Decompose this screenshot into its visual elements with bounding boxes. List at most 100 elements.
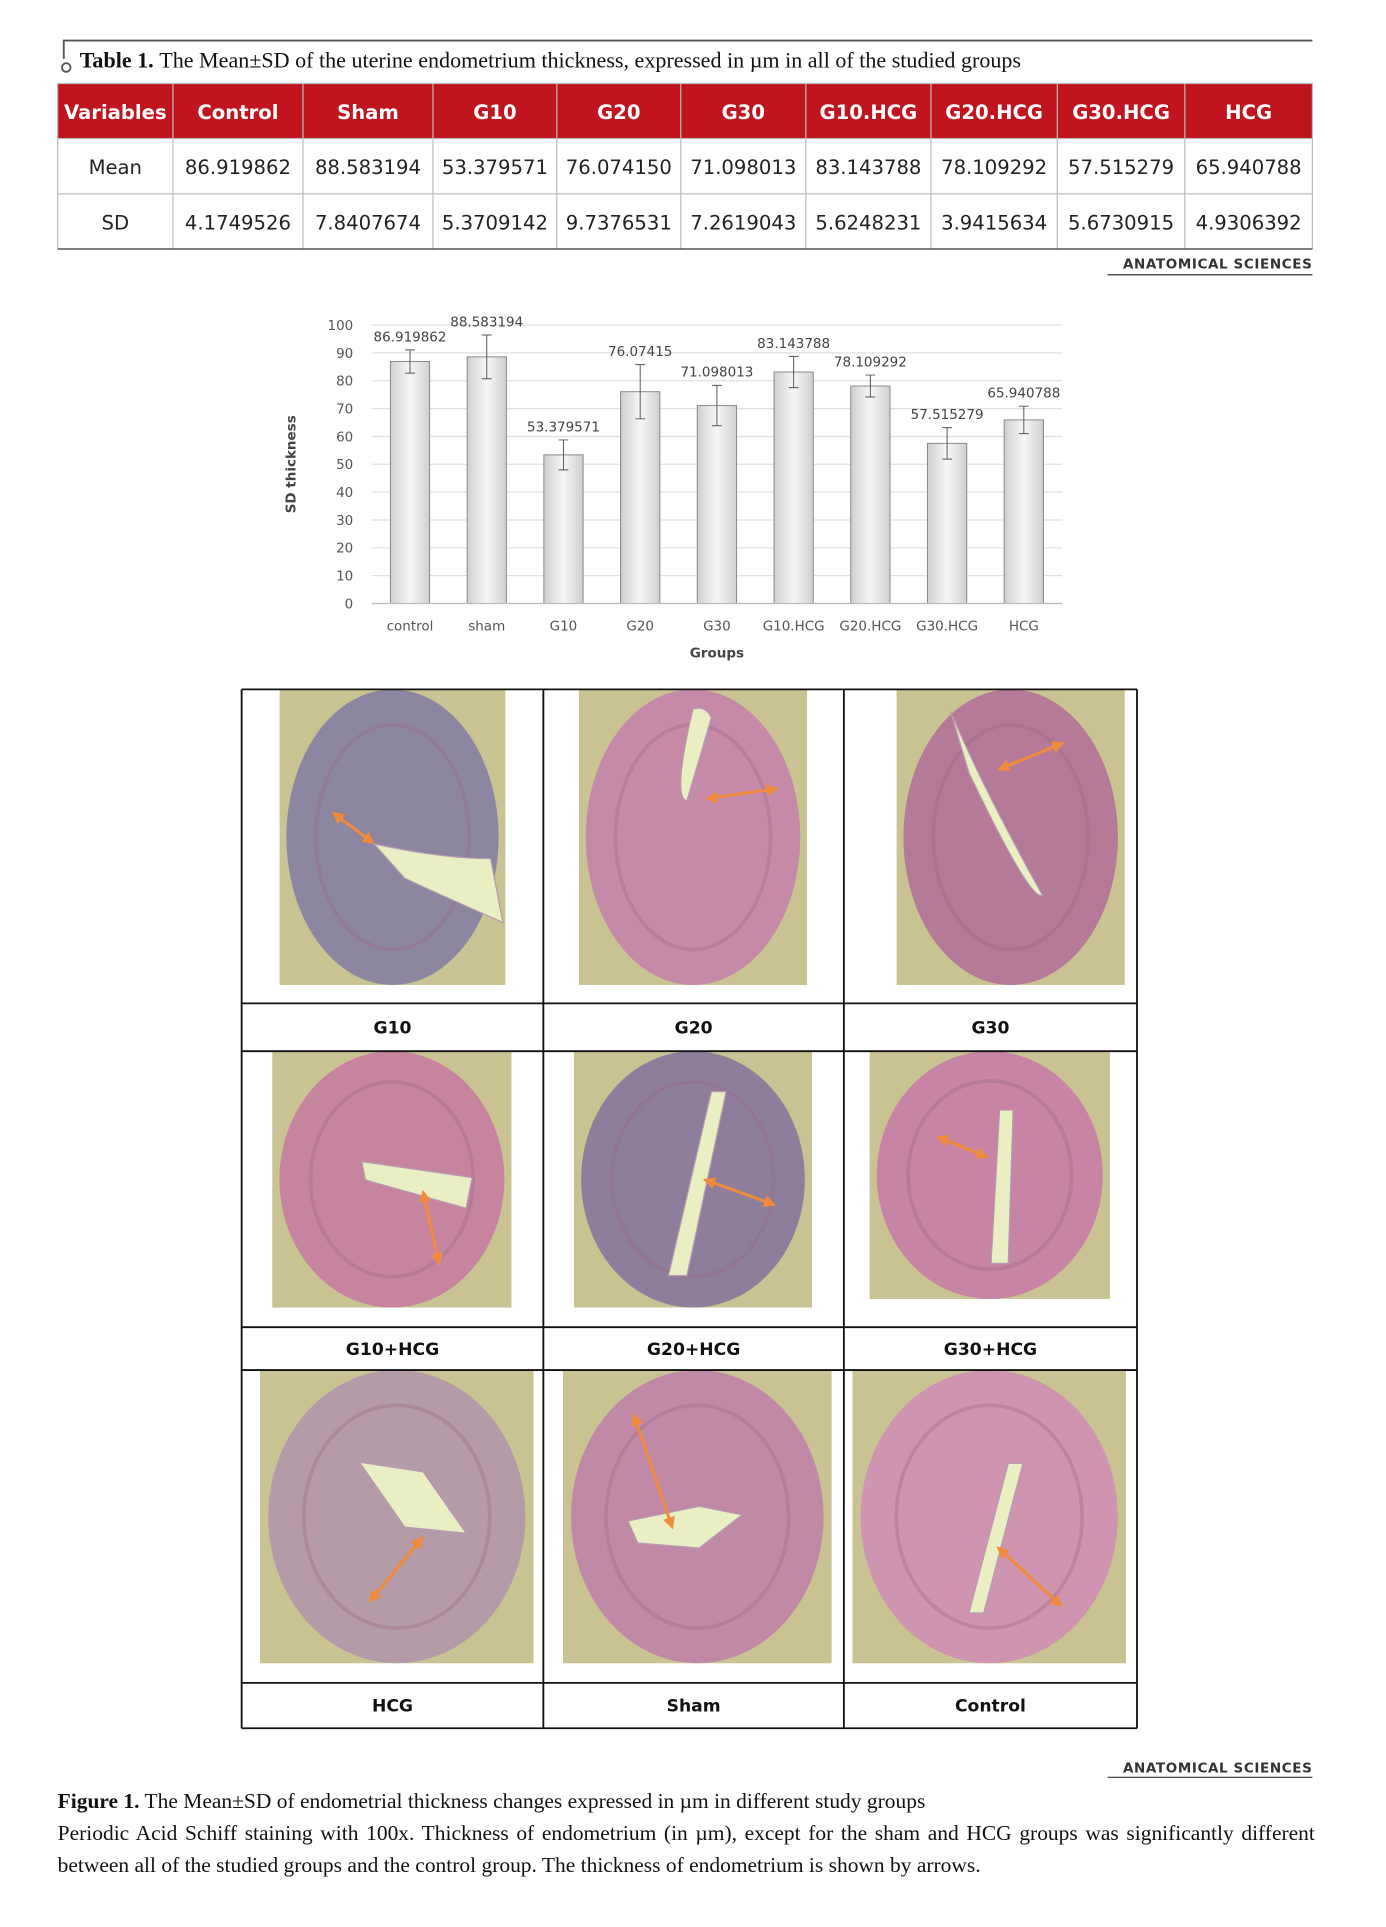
arrow: [936, 1135, 989, 1159]
table-caption: Table 1. The Mean±SD of the uterine endo…: [80, 48, 1021, 73]
lumen: [680, 707, 713, 802]
figure-title: The Mean±SD of endometrial thickness cha…: [144, 1788, 926, 1813]
y-tick-label: 20: [336, 541, 353, 557]
lumen: [990, 1109, 1014, 1265]
error-bar: [712, 384, 722, 427]
cell: 88.583194: [315, 156, 421, 179]
y-tick-label: 0: [345, 596, 354, 612]
panel-label: Control: [955, 1697, 1026, 1717]
bar: [850, 385, 891, 604]
bar: [773, 371, 814, 604]
cell: SD: [102, 211, 130, 234]
table-label: Table 1.: [80, 48, 154, 73]
bar: [620, 391, 661, 604]
logo: ANATOMICAL SCIENCES: [1123, 1760, 1312, 1776]
cell: 5.3709142: [442, 211, 548, 234]
header-bg: [57, 83, 1313, 139]
error-bar: [405, 349, 415, 374]
x-axis-label: Groups: [690, 645, 744, 661]
header-cell: HCG: [1225, 101, 1272, 124]
lumen: [372, 842, 504, 924]
header-cell: G20: [597, 101, 640, 124]
header-cell: G30: [722, 101, 765, 124]
panel-label: G10: [374, 1018, 412, 1038]
cell: Mean: [89, 156, 142, 179]
lumen: [358, 1461, 468, 1534]
cell: 57.515279: [1068, 156, 1174, 179]
cell: 5.6730915: [1068, 211, 1174, 234]
bar: [696, 405, 738, 604]
error-bar: [1018, 405, 1029, 435]
cell: 4.1749526: [185, 211, 291, 234]
lumen: [667, 1091, 727, 1277]
caption-block: Figure 1. The Mean±SD of endometrial thi…: [58, 1785, 1315, 1881]
bar: [466, 356, 507, 604]
header-cell: Variables: [64, 101, 167, 124]
lumen: [361, 1160, 473, 1209]
error-bar: [942, 427, 953, 460]
panel-label: G10+HCG: [346, 1340, 439, 1360]
value-label: 88.583194: [450, 314, 523, 330]
y-tick-label: 40: [336, 485, 353, 501]
value-label: 53.379571: [527, 419, 600, 435]
micrograph-inner: [906, 1079, 1074, 1272]
header-cell: Control: [197, 101, 278, 124]
arrow: [331, 811, 375, 845]
panel-label: G20: [675, 1018, 713, 1038]
title-dot: [61, 62, 72, 73]
cell: 4.9306392: [1196, 211, 1302, 234]
y-tick-label: 80: [336, 374, 353, 390]
cell: 86.919862: [185, 156, 291, 179]
value-label: 76.07415: [608, 344, 672, 360]
figure-label: Figure 1.: [57, 1788, 140, 1813]
cell: 83.143788: [815, 156, 921, 179]
x-tick-label: G10.HCG: [763, 618, 825, 634]
y-axis-label: SD thickness: [284, 415, 300, 513]
caption-line: Figure 1. The Mean±SD of endometrial thi…: [58, 1785, 1315, 1817]
header-cell: Sham: [337, 101, 399, 124]
value-label: 86.919862: [374, 329, 447, 345]
bar: [543, 454, 584, 604]
x-tick-label: G30.HCG: [916, 618, 978, 634]
cell: 65.940788: [1196, 156, 1302, 179]
x-tick-label: sham: [468, 618, 505, 634]
micrograph-inner: [894, 1403, 1085, 1630]
lumen: [968, 1462, 1024, 1614]
figure-caption: Figure 1. The Mean±SD of endometrial thi…: [58, 1785, 1315, 1881]
table: Variables Control Sham G10 G20 G30 G10.HCG G20.…: [57, 82, 1314, 250]
logo: ANATOMICAL SCIENCES: [1123, 257, 1312, 273]
y-tick-label: 60: [336, 429, 353, 445]
lumen: [949, 711, 1044, 897]
arrow: [997, 741, 1065, 772]
chart: 0 10 20 30 40 50 60 70 80 90 100 SD thickness Groups…: [284, 314, 1063, 661]
value-label: 57.515279: [911, 407, 984, 423]
panel-label: G30: [971, 1018, 1009, 1038]
cell: 3.9415634: [941, 211, 1047, 234]
y-tick-label: 100: [327, 318, 353, 334]
cell: 9.7376531: [566, 211, 672, 234]
value-label: 78.109292: [834, 354, 907, 370]
x-tick-label: control: [387, 618, 434, 634]
x-tick-label: G20.HCG: [839, 618, 901, 634]
table-title: The Mean±SD of the uterine endometrium t…: [159, 48, 1021, 73]
micrograph-inner: [313, 722, 472, 952]
error-bar: [788, 355, 799, 389]
header-cell: G10: [473, 101, 516, 124]
y-tick-label: 10: [336, 569, 353, 585]
y-tick-label: 90: [336, 346, 353, 362]
arrow: [996, 1546, 1063, 1608]
error-bar: [865, 374, 876, 398]
panel-label: Sham: [667, 1697, 721, 1717]
value-label: 71.098013: [680, 365, 753, 381]
figure-note: Periodic Acid Schiff staining with 100x.…: [57, 1820, 1315, 1877]
y-tick-label: 50: [336, 457, 353, 473]
x-tick-label: HCG: [1009, 618, 1039, 634]
arrow: [631, 1413, 675, 1530]
error-bar: [635, 364, 646, 420]
header-cell: G30.HCG: [1072, 101, 1170, 124]
panel-label: G20+HCG: [647, 1340, 740, 1360]
y-tick-label: 70: [336, 402, 353, 418]
arrow: [419, 1189, 443, 1266]
arrow: [705, 784, 779, 804]
